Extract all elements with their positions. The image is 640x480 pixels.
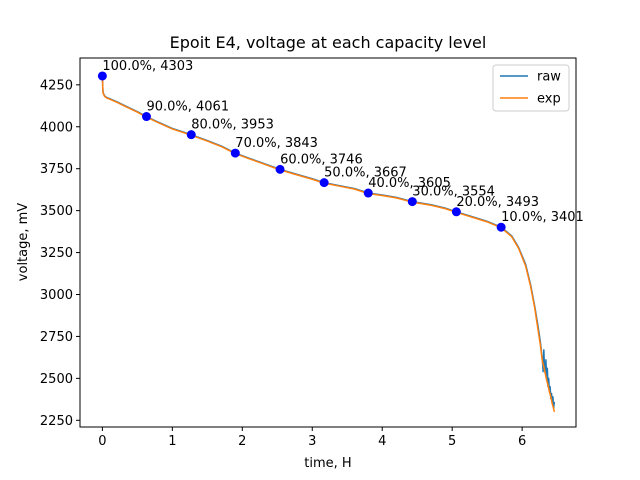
capacity-annotations: 100.0%, 4303 90.0%, 4061 80.0%, 3953 70.0%,…	[102, 59, 583, 225]
y-tick-label: 4000	[40, 120, 73, 135]
legend: raw exp	[492, 64, 570, 112]
legend-label-raw: raw	[537, 70, 561, 85]
x-tick-label: 2	[238, 434, 246, 449]
y-tick-label: 3500	[40, 204, 73, 219]
series-layer	[101, 75, 556, 413]
chart-title: Epoit E4, voltage at each capacity level	[170, 33, 487, 52]
capacity-marker	[363, 188, 373, 198]
capacity-markers	[97, 71, 506, 232]
x-tick-label: 6	[518, 434, 526, 449]
y-tick-label: 3000	[40, 288, 73, 303]
capacity-marker	[186, 130, 196, 140]
x-axis-title: time, H	[304, 456, 351, 471]
capacity-marker	[141, 112, 151, 122]
capacity-marker	[275, 164, 285, 174]
plot-frame	[79, 57, 577, 428]
capacity-annotation: 60.0%, 3746	[280, 152, 363, 167]
capacity-marker	[230, 148, 240, 158]
capacity-marker	[496, 222, 506, 232]
capacity-marker	[97, 71, 107, 81]
y-axis-ticks: 2250 2500 2750 3000 3250 3500 3750 4000 4250	[40, 78, 80, 429]
x-axis-ticks: 0 1 2 3 4 5 6	[98, 427, 526, 449]
capacity-annotation: 30.0%, 3554	[412, 185, 495, 200]
capacity-annotation: 40.0%, 3605	[368, 176, 451, 191]
capacity-annotation: 100.0%, 4303	[102, 59, 193, 74]
capacity-annotation: 10.0%, 3401	[501, 210, 584, 225]
capacity-marker	[319, 178, 329, 188]
capacity-annotation: 80.0%, 3953	[191, 118, 274, 133]
series-line-exp	[101, 75, 556, 413]
capacity-annotation: 70.0%, 3843	[235, 136, 318, 151]
y-tick-label: 2250	[40, 414, 73, 429]
capacity-annotation: 50.0%, 3667	[324, 166, 407, 181]
x-tick-label: 0	[98, 434, 106, 449]
y-axis-title: voltage, mV	[16, 203, 31, 282]
x-tick-label: 4	[378, 434, 386, 449]
y-tick-label: 2750	[40, 330, 73, 345]
y-tick-label: 4250	[40, 78, 73, 93]
capacity-annotation: 90.0%, 4061	[146, 100, 229, 115]
x-tick-label: 5	[448, 434, 456, 449]
y-tick-label: 3750	[40, 162, 73, 177]
legend-label-exp: exp	[537, 92, 561, 107]
capacity-annotation: 20.0%, 3493	[456, 195, 539, 210]
y-tick-label: 3250	[40, 246, 73, 261]
capacity-marker	[451, 207, 461, 217]
x-tick-label: 3	[308, 434, 316, 449]
y-tick-label: 2500	[40, 372, 73, 387]
capacity-marker	[407, 197, 417, 207]
x-tick-label: 1	[168, 434, 176, 449]
